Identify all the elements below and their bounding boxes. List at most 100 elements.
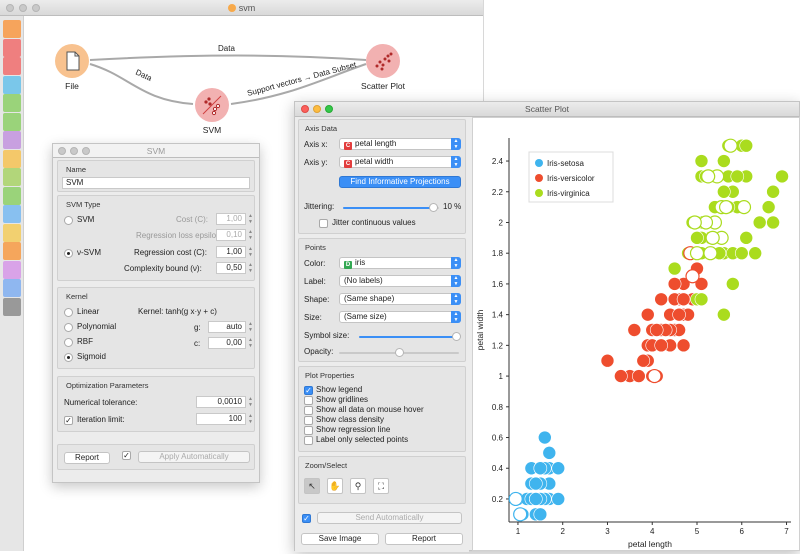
- iteration-limit-checkbox[interactable]: ✓: [64, 416, 73, 425]
- save-image-button[interactable]: Save Image: [301, 533, 379, 545]
- link-svm-scatter[interactable]: [230, 63, 367, 105]
- svm-radio[interactable]: [64, 216, 73, 225]
- support-vector-point[interactable]: [705, 230, 720, 245]
- nu-svm-radio[interactable]: [64, 249, 73, 258]
- crosshair-icon[interactable]: [3, 223, 21, 242]
- support-vector-point[interactable]: [701, 169, 716, 184]
- iteration-limit-spinbox[interactable]: 100: [196, 413, 246, 425]
- data-point[interactable]: [766, 184, 780, 199]
- tolerance-spinbox[interactable]: 0,0010: [196, 396, 246, 408]
- graduation-cap-icon[interactable]: [3, 242, 21, 260]
- svm-report-button[interactable]: Report: [64, 452, 110, 464]
- opacity-slider-handle[interactable]: [395, 348, 404, 357]
- data-point[interactable]: [676, 292, 691, 307]
- data-point[interactable]: [538, 430, 552, 445]
- name-input[interactable]: SVM: [62, 177, 250, 189]
- label-only-selected-checkbox[interactable]: [304, 436, 313, 445]
- regression-cost-spinbox[interactable]: 1,00: [216, 246, 246, 258]
- scatter-chart[interactable]: 1 2 3 4 5 6 7 0.2 0.4 0.6 0.8 1 1.2 1.4 1.6 1.8 2 2.2 2.4 p…: [473, 118, 800, 552]
- data-point[interactable]: [676, 338, 691, 353]
- support-vector-point[interactable]: [718, 200, 734, 215]
- data-point[interactable]: [667, 277, 682, 291]
- symbol-size-slider-handle[interactable]: [452, 332, 461, 341]
- data-point[interactable]: [717, 307, 731, 322]
- data-point[interactable]: [739, 138, 754, 153]
- data-point[interactable]: [672, 307, 686, 322]
- data-point[interactable]: [654, 338, 668, 353]
- send-auto-button[interactable]: Send Automatically: [317, 512, 462, 524]
- cluster-icon[interactable]: [3, 94, 21, 112]
- data-point[interactable]: [600, 353, 615, 368]
- jitter-continuous-checkbox[interactable]: [319, 219, 328, 228]
- data-point[interactable]: [734, 246, 749, 260]
- data-point[interactable]: [632, 369, 646, 383]
- data-point[interactable]: [690, 231, 704, 245]
- show-all-data-checkbox[interactable]: [304, 406, 313, 415]
- kernel-linear-radio[interactable]: [64, 308, 73, 317]
- data-point[interactable]: [739, 231, 754, 245]
- data-point[interactable]: [726, 277, 740, 291]
- tree-icon[interactable]: [3, 57, 21, 75]
- heatmap-icon[interactable]: [3, 149, 21, 168]
- c-spin-arrows[interactable]: ▲ ▼: [248, 337, 253, 349]
- size-combo[interactable]: (Same size) ▲ ▼: [339, 311, 461, 323]
- data-point[interactable]: [542, 446, 557, 460]
- database-icon[interactable]: [3, 279, 21, 297]
- svm-apply-auto-button[interactable]: Apply Automatically: [138, 451, 250, 463]
- data-point[interactable]: [529, 476, 543, 491]
- support-vector-point[interactable]: [703, 246, 718, 261]
- show-gridlines-checkbox[interactable]: [304, 396, 313, 405]
- scatter-plot-node[interactable]: [366, 44, 400, 78]
- g-spinbox[interactable]: auto: [208, 321, 246, 333]
- data-point[interactable]: [636, 353, 651, 368]
- cost-spinbox[interactable]: 1,00: [216, 213, 246, 225]
- epsilon-spin-arrows[interactable]: ▲ ▼: [248, 229, 253, 241]
- support-vector-point[interactable]: [647, 368, 662, 384]
- sieve-icon[interactable]: [3, 75, 21, 94]
- c-spinbox[interactable]: 0,00: [208, 337, 246, 349]
- file-node[interactable]: [55, 44, 89, 78]
- data-point[interactable]: [667, 261, 682, 276]
- data-point[interactable]: [748, 246, 762, 260]
- complexity-bound-spin-arrows[interactable]: ▲ ▼: [248, 262, 253, 274]
- data-point[interactable]: [533, 507, 548, 522]
- svm-close-button[interactable]: [58, 147, 66, 155]
- svm-apply-auto-checkbox[interactable]: ✓: [122, 451, 131, 460]
- cost-spin-arrows[interactable]: ▲ ▼: [248, 213, 253, 225]
- image-icon[interactable]: [3, 131, 21, 149]
- support-vector-point[interactable]: [508, 491, 523, 507]
- link-file-scatter[interactable]: [89, 54, 367, 61]
- iteration-limit-spin-arrows[interactable]: ▲ ▼: [248, 413, 253, 425]
- data-point[interactable]: [775, 169, 789, 184]
- data-point[interactable]: [654, 292, 668, 307]
- plot-area[interactable]: 1 2 3 4 5 6 7 0.2 0.4 0.6 0.8 1 1.2 1.4 1.6 1.8 2 2.2 2.4 p…: [472, 117, 800, 551]
- shape-combo[interactable]: (Same shape) ▲ ▼: [339, 293, 461, 305]
- scatter-report-button[interactable]: Report: [385, 533, 463, 545]
- network-icon[interactable]: [3, 168, 21, 186]
- tolerance-spin-arrows[interactable]: ▲ ▼: [248, 396, 253, 408]
- scatter-close-button[interactable]: [301, 105, 309, 113]
- support-vector-point[interactable]: [513, 507, 528, 522]
- support-vector-point[interactable]: [723, 138, 738, 153]
- support-vector-point[interactable]: [685, 269, 700, 284]
- jitter-slider-handle[interactable]: [429, 203, 438, 212]
- g-spin-arrows[interactable]: ▲ ▼: [248, 321, 253, 333]
- kernel-sigmoid-radio[interactable]: [64, 353, 73, 362]
- minimize-window-button[interactable]: [19, 4, 27, 12]
- data-point[interactable]: [717, 184, 731, 199]
- data-point[interactable]: [551, 461, 566, 476]
- fit-screen-icon[interactable]: ⛶: [373, 478, 389, 494]
- support-vector-point[interactable]: [736, 200, 752, 215]
- data-point[interactable]: [529, 492, 543, 506]
- close-window-button[interactable]: [6, 4, 14, 12]
- data-point[interactable]: [694, 277, 709, 291]
- data-point[interactable]: [614, 369, 628, 383]
- show-class-density-checkbox[interactable]: [304, 416, 313, 425]
- support-vector-point[interactable]: [689, 246, 705, 261]
- svm-minimize-button[interactable]: [70, 147, 78, 155]
- data-point[interactable]: [694, 154, 709, 168]
- data-point[interactable]: [551, 492, 566, 506]
